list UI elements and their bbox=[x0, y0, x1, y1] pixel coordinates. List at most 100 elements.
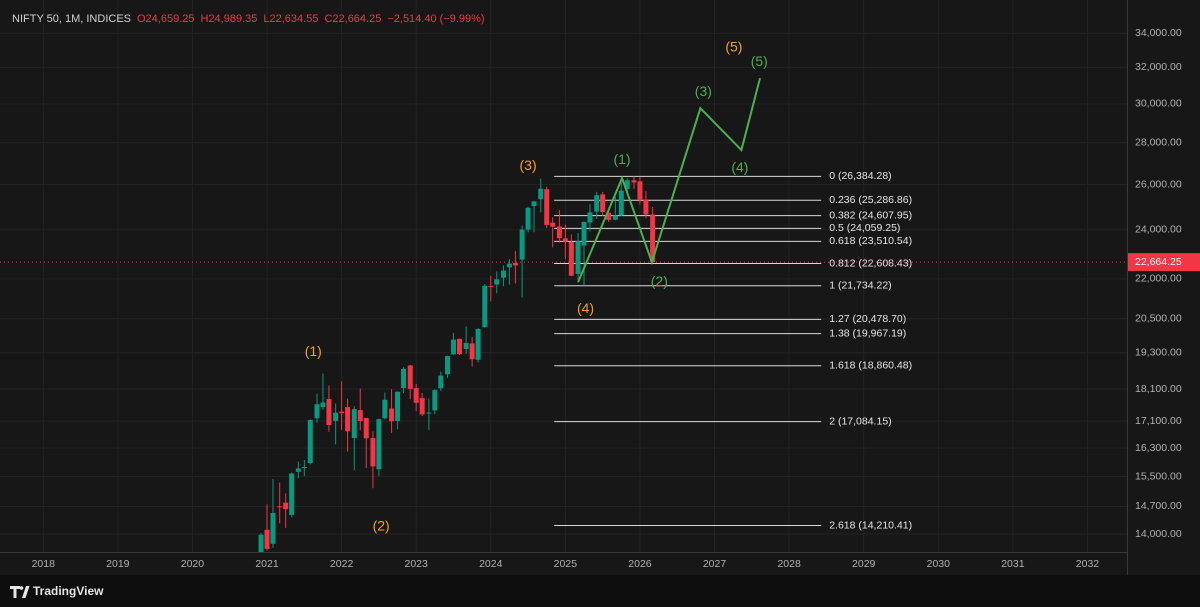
candle-body bbox=[351, 409, 357, 439]
candle-body bbox=[606, 212, 612, 220]
candle-body bbox=[531, 201, 537, 207]
fib-label: 0.382 (24,607.95) bbox=[829, 209, 912, 221]
candle-body bbox=[320, 402, 326, 408]
candle-body bbox=[326, 398, 332, 425]
y-tick-label: 34,000.00 bbox=[1135, 27, 1182, 39]
fib-label: 1.27 (20,478.70) bbox=[829, 313, 906, 325]
candle-body bbox=[562, 238, 568, 242]
y-tick-label: 16,300.00 bbox=[1135, 442, 1182, 454]
x-tick-label: 2028 bbox=[777, 558, 801, 570]
candle-body bbox=[270, 513, 276, 544]
candle-body bbox=[469, 343, 475, 360]
wave-label: (5) bbox=[751, 53, 768, 69]
fib-label: 0.618 (23,510.54) bbox=[829, 235, 912, 247]
x-tick-label: 2032 bbox=[1076, 558, 1100, 570]
wave-label: (2) bbox=[373, 517, 390, 533]
y-tick-label: 15,500.00 bbox=[1135, 470, 1182, 482]
candle-body bbox=[500, 270, 506, 278]
last-price-label: 22,664.25 bbox=[1135, 256, 1182, 268]
header-low: L22,634.55 bbox=[263, 13, 318, 25]
candle-body bbox=[600, 194, 606, 212]
candle-body bbox=[631, 180, 637, 183]
candle-body bbox=[339, 411, 345, 414]
y-tick-label: 28,000.00 bbox=[1135, 137, 1182, 149]
y-tick-label: 24,000.00 bbox=[1135, 224, 1182, 236]
x-tick-label: 2018 bbox=[32, 558, 56, 570]
candle-body bbox=[525, 207, 531, 230]
x-tick-label: 2020 bbox=[181, 558, 205, 570]
candle-body bbox=[413, 388, 419, 403]
x-tick-label: 2029 bbox=[852, 558, 876, 570]
wave-label: (2) bbox=[651, 273, 668, 289]
x-tick-label: 2025 bbox=[554, 558, 578, 570]
candle-body bbox=[295, 468, 301, 472]
candle-body bbox=[624, 180, 630, 189]
wave-label: (3) bbox=[520, 157, 537, 173]
tradingview-logo bbox=[10, 586, 30, 598]
candle-body bbox=[650, 214, 656, 263]
fib-label: 2.618 (14,210.41) bbox=[829, 519, 912, 531]
x-tick-label: 2031 bbox=[1001, 558, 1025, 570]
x-tick-label: 2030 bbox=[927, 558, 951, 570]
candle-body bbox=[301, 467, 307, 469]
candle-body bbox=[618, 190, 624, 216]
x-tick-label: 2026 bbox=[628, 558, 652, 570]
y-tick-label: 26,000.00 bbox=[1135, 178, 1182, 190]
candle-body bbox=[264, 529, 270, 549]
candle-body bbox=[445, 356, 451, 375]
grid bbox=[0, 0, 1127, 552]
candle-body bbox=[482, 285, 488, 328]
candle-body bbox=[395, 391, 401, 422]
candle-body bbox=[637, 181, 643, 201]
candle-body bbox=[612, 215, 618, 220]
plot-area: 0 (26,384.28) 0.236 (25,286.86) 0.382 (24,… bbox=[0, 39, 1127, 552]
wave-label: (1) bbox=[613, 151, 630, 167]
y-tick-label: 20,500.00 bbox=[1135, 313, 1182, 325]
x-tick-label: 2021 bbox=[255, 558, 279, 570]
header-close: C22,664.25 bbox=[324, 13, 381, 25]
fib-label: 0.812 (22,608.43) bbox=[829, 257, 912, 269]
x-tick-label: 2027 bbox=[703, 558, 727, 570]
y-tick-label: 19,300.00 bbox=[1135, 347, 1182, 359]
x-tick-label: 2023 bbox=[405, 558, 429, 570]
candle-body bbox=[575, 241, 581, 274]
last-price-tag bbox=[1128, 253, 1200, 272]
x-tick-label: 2024 bbox=[479, 558, 503, 570]
candle-body bbox=[283, 502, 289, 510]
candle-body bbox=[538, 188, 544, 200]
candle-body bbox=[389, 408, 395, 422]
candle-body bbox=[314, 404, 320, 419]
candle-body bbox=[277, 506, 283, 508]
wave-label: (1) bbox=[305, 343, 322, 359]
y-tick-label: 18,100.00 bbox=[1135, 383, 1182, 395]
candle-body bbox=[512, 263, 518, 266]
candle-body bbox=[401, 368, 407, 389]
header: NIFTY 50, 1M, INDICES O24,659.25 H24,989.3… bbox=[12, 13, 485, 25]
wave-label: (4) bbox=[731, 159, 748, 175]
candle-body bbox=[643, 200, 649, 215]
candle-body bbox=[587, 212, 593, 223]
y-tick-label: 30,000.00 bbox=[1135, 98, 1182, 110]
fib-label: 0.5 (24,059.25) bbox=[829, 222, 900, 234]
candle-body bbox=[556, 226, 562, 239]
candle-body bbox=[456, 338, 462, 355]
fib-label: 1 (21,734.22) bbox=[829, 280, 891, 292]
header-open: O24,659.25 bbox=[137, 13, 195, 25]
fib-label: 1.38 (19,967.19) bbox=[829, 327, 906, 339]
y-tick-label: 22,000.00 bbox=[1135, 273, 1182, 285]
candle-body bbox=[594, 195, 600, 212]
candle-body bbox=[568, 242, 574, 276]
candle-body bbox=[544, 189, 550, 225]
fib-label: 1.618 (18,860.48) bbox=[829, 360, 912, 372]
candle-body bbox=[475, 328, 481, 360]
fib-label: 2 (17,084.15) bbox=[829, 415, 891, 427]
header-symbol: NIFTY 50, 1M, INDICES bbox=[12, 13, 131, 25]
candle-body bbox=[289, 473, 295, 515]
header-high: H24,989.35 bbox=[201, 13, 258, 25]
candle-body bbox=[357, 410, 363, 421]
y-tick-label: 32,000.00 bbox=[1135, 61, 1182, 73]
candle-body bbox=[506, 263, 512, 268]
candle-body bbox=[426, 412, 432, 414]
